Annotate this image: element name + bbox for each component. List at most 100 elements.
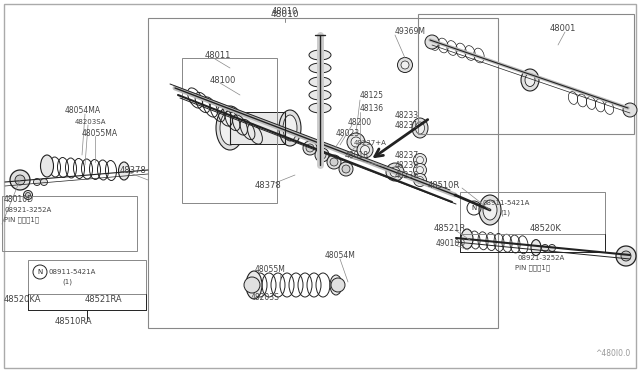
- Text: 48520KA: 48520KA: [4, 295, 42, 305]
- Ellipse shape: [401, 61, 409, 69]
- Bar: [2, 196, 137, 251]
- Ellipse shape: [303, 141, 317, 155]
- Ellipse shape: [318, 151, 326, 159]
- Ellipse shape: [357, 142, 373, 158]
- Text: PIN ビン　1）: PIN ビン 1）: [4, 217, 39, 223]
- Ellipse shape: [306, 144, 314, 152]
- Ellipse shape: [461, 229, 473, 249]
- Text: 08921-3252A: 08921-3252A: [518, 255, 565, 261]
- Text: 48055M: 48055M: [255, 266, 286, 275]
- Ellipse shape: [246, 271, 262, 299]
- Ellipse shape: [531, 240, 541, 256]
- Text: 48011: 48011: [205, 51, 232, 60]
- Text: 48236: 48236: [395, 170, 419, 180]
- Text: 08911-5421A: 08911-5421A: [483, 200, 531, 206]
- Ellipse shape: [309, 90, 331, 100]
- Ellipse shape: [26, 192, 31, 198]
- Ellipse shape: [283, 115, 297, 141]
- Ellipse shape: [417, 167, 424, 173]
- Ellipse shape: [118, 162, 129, 180]
- Ellipse shape: [483, 200, 497, 220]
- Bar: [28, 260, 146, 294]
- Text: 48510R: 48510R: [428, 180, 460, 189]
- Ellipse shape: [342, 165, 350, 173]
- Ellipse shape: [525, 74, 535, 87]
- Text: 48200: 48200: [348, 118, 372, 126]
- Text: 48521R: 48521R: [434, 224, 467, 232]
- Text: 08921-3252A: 08921-3252A: [4, 207, 51, 213]
- Ellipse shape: [347, 133, 365, 151]
- Text: 48239: 48239: [395, 160, 419, 170]
- Text: 48010D: 48010D: [4, 195, 34, 203]
- Circle shape: [616, 246, 636, 266]
- Ellipse shape: [24, 190, 33, 199]
- Text: (1): (1): [62, 279, 72, 285]
- Circle shape: [331, 278, 345, 292]
- Text: 48237+A: 48237+A: [354, 140, 387, 146]
- Text: 48510RA: 48510RA: [55, 317, 93, 327]
- Text: 48010: 48010: [272, 6, 298, 16]
- Circle shape: [621, 251, 631, 261]
- Ellipse shape: [397, 58, 413, 73]
- Text: 48023: 48023: [336, 128, 360, 138]
- Ellipse shape: [415, 122, 424, 134]
- Text: 48136: 48136: [360, 103, 384, 112]
- Text: (1): (1): [500, 210, 510, 216]
- Text: 48521RA: 48521RA: [85, 295, 123, 305]
- Circle shape: [15, 175, 25, 185]
- Ellipse shape: [386, 163, 404, 181]
- Circle shape: [244, 277, 260, 293]
- Bar: [230, 112, 285, 144]
- Text: 49010D: 49010D: [436, 238, 466, 247]
- Text: 48125: 48125: [360, 90, 384, 99]
- Text: 48010: 48010: [271, 10, 300, 19]
- Ellipse shape: [40, 179, 47, 186]
- Ellipse shape: [412, 118, 428, 138]
- Ellipse shape: [327, 155, 341, 169]
- Text: 49369M: 49369M: [395, 26, 426, 35]
- Ellipse shape: [541, 244, 548, 251]
- Ellipse shape: [413, 164, 426, 176]
- Text: 48054M: 48054M: [325, 250, 356, 260]
- Ellipse shape: [309, 50, 331, 60]
- Bar: [418, 14, 634, 134]
- Ellipse shape: [417, 157, 424, 164]
- Text: 48018: 48018: [345, 151, 369, 160]
- Text: 48055MA: 48055MA: [82, 128, 118, 138]
- Text: N: N: [472, 205, 477, 211]
- Text: 48520K: 48520K: [530, 224, 562, 232]
- Bar: [460, 192, 605, 234]
- Text: 48378: 48378: [255, 180, 282, 189]
- Ellipse shape: [548, 244, 556, 251]
- Ellipse shape: [220, 111, 240, 145]
- Ellipse shape: [521, 69, 539, 91]
- Circle shape: [623, 103, 637, 117]
- Text: N: N: [37, 269, 43, 275]
- Text: 48231: 48231: [395, 121, 419, 129]
- Ellipse shape: [40, 155, 54, 177]
- Ellipse shape: [309, 77, 331, 87]
- Ellipse shape: [413, 154, 426, 167]
- Text: 48233: 48233: [395, 110, 419, 119]
- Text: 48203SA: 48203SA: [75, 119, 106, 125]
- Bar: [182, 58, 277, 203]
- Ellipse shape: [390, 167, 400, 177]
- Ellipse shape: [339, 162, 353, 176]
- Ellipse shape: [315, 148, 329, 162]
- Text: 48237: 48237: [395, 151, 419, 160]
- Text: 08911-5421A: 08911-5421A: [48, 269, 95, 275]
- Ellipse shape: [417, 176, 424, 183]
- Text: PIN ビン（1）: PIN ビン（1）: [515, 265, 550, 271]
- Ellipse shape: [360, 145, 369, 154]
- Text: ^480I0.0: ^480I0.0: [595, 349, 630, 358]
- Text: 48100: 48100: [210, 76, 236, 84]
- Text: 48054MA: 48054MA: [65, 106, 101, 115]
- Ellipse shape: [309, 103, 331, 113]
- Ellipse shape: [33, 179, 40, 186]
- Text: 48203S: 48203S: [251, 294, 280, 302]
- Text: 48378: 48378: [120, 166, 147, 174]
- Ellipse shape: [351, 137, 361, 147]
- Ellipse shape: [330, 158, 338, 166]
- Ellipse shape: [479, 195, 501, 225]
- Ellipse shape: [309, 63, 331, 73]
